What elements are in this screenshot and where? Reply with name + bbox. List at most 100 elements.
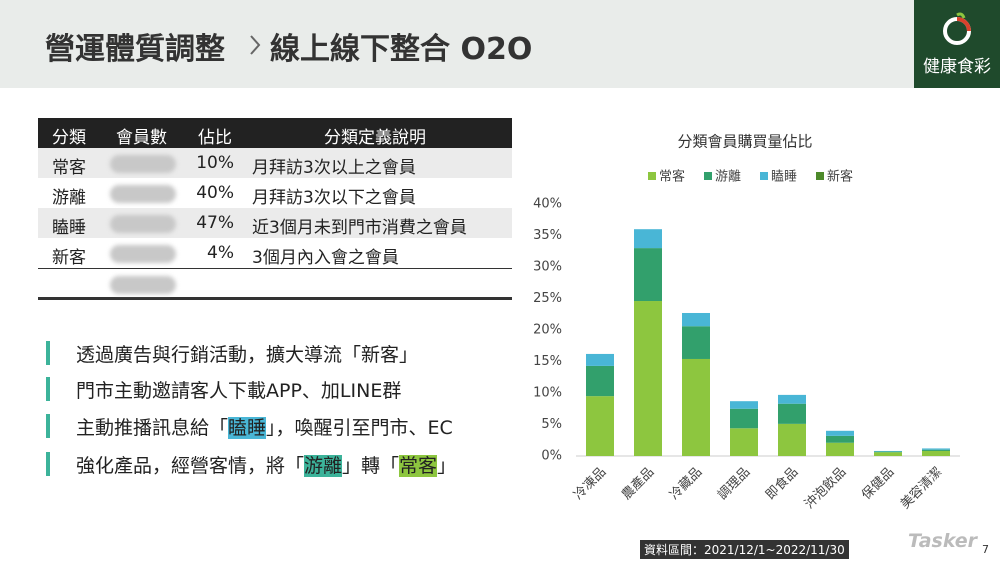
x-tick-label: 冷藏品 xyxy=(667,465,705,503)
cell: 47% xyxy=(196,213,234,233)
x-tick-label: 農產品 xyxy=(618,464,657,503)
bar-segment xyxy=(778,394,806,404)
bullet-segment: 瞌睡 xyxy=(228,417,267,439)
cell: 瞌睡 xyxy=(52,218,86,238)
cell: 近3個月未到門市消費之會員 xyxy=(252,218,467,238)
blurred-cell xyxy=(110,245,176,263)
cell: 3個月內入會之會員 xyxy=(252,248,399,268)
title: 營運體質調整 xyxy=(45,32,225,67)
bar-segment xyxy=(730,408,758,429)
bullet-text: 強化產品，經營客情，將「游離」轉「常客」 xyxy=(76,451,456,478)
y-tick-label: 20% xyxy=(533,323,562,338)
legend-label: 游離 xyxy=(715,170,741,185)
bar-segment xyxy=(922,448,950,450)
bar-segment xyxy=(682,312,710,327)
logo: 健康食彩 xyxy=(914,0,1000,88)
blurred-cell xyxy=(110,185,176,203)
table-row: 瞌睡 47% 近3個月未到門市消費之會員 xyxy=(38,208,512,238)
cell: 月拜訪3次以上之會員 xyxy=(252,158,416,178)
x-tick-label: 調理品 xyxy=(715,465,753,503)
bullet-text: 主動推播訊息給「瞌睡」，喚醒引至門市、EC xyxy=(76,413,453,440)
y-tick-label: 40% xyxy=(533,197,562,212)
bar-segment xyxy=(586,353,614,366)
chart-title: 分類會員購買量佔比 xyxy=(677,133,812,151)
x-tick-label: 冷凍品 xyxy=(570,464,609,503)
legend-swatch xyxy=(816,172,824,180)
bullet: 透過廣告與行銷活動，擴大導流「新客」 xyxy=(46,340,516,366)
x-tick-label: 即食品 xyxy=(762,464,801,503)
bar-segment xyxy=(874,452,902,456)
page-number: 7 xyxy=(982,543,989,556)
bullet-segment: 」，喚醒引至門市、EC xyxy=(266,417,453,439)
th: 分類 xyxy=(52,128,86,148)
table: 分類 會員數 佔比 分類定義說明 常客 10% 月拜訪3次以上之會員游離 40% 月拜訪… xyxy=(38,118,512,300)
source: 資料區間：2021/12/1~2022/11/30 xyxy=(640,540,849,559)
bar-segment xyxy=(682,358,710,456)
legend-label: 常客 xyxy=(659,169,685,185)
legend-swatch xyxy=(704,172,712,180)
x-tick-label: 沖泡飲品 xyxy=(801,464,849,512)
subtitle: 線上線下整合 O2O xyxy=(270,32,533,67)
bullet-segment: 」 xyxy=(437,455,457,477)
cell: 月拜訪3次以下之會員 xyxy=(252,188,416,208)
cell: 40% xyxy=(196,183,234,203)
bullet-bar xyxy=(46,452,50,476)
y-tick-label: 5% xyxy=(541,417,562,432)
brand: Tasker xyxy=(908,530,978,552)
bar-segment xyxy=(586,396,614,456)
table-row: 新客 4% 3個月內入會之會員 xyxy=(38,238,512,268)
bullet-text: 透過廣告與行銷活動，擴大導流「新客」 xyxy=(76,340,418,367)
bar-segment xyxy=(826,442,854,456)
legend-label: 新客 xyxy=(827,169,853,185)
bullet: 門市主動邀請客人下載APP、加LINE群 xyxy=(46,376,516,402)
bar-segment xyxy=(634,248,662,302)
bullet-segment: 」轉「 xyxy=(342,455,400,477)
bullet-text: 門市主動邀請客人下載APP、加LINE群 xyxy=(76,376,401,403)
chevron xyxy=(250,35,261,55)
bar-segment xyxy=(874,451,902,453)
bar-segment xyxy=(682,326,710,359)
bar-segment xyxy=(586,365,614,397)
bullet-segment: 強化產品，經營客情，將「 xyxy=(76,455,305,477)
table-row: 常客 10% 月拜訪3次以上之會員 xyxy=(38,148,512,178)
cell: 新客 xyxy=(52,248,86,268)
blurred-cell xyxy=(110,155,176,173)
legend-swatch xyxy=(760,172,768,180)
legend-swatch xyxy=(648,172,656,180)
bullet-bar xyxy=(46,377,50,401)
bar-segment xyxy=(922,450,950,456)
y-tick-label: 35% xyxy=(533,228,562,243)
cell: 常客 xyxy=(52,158,86,178)
bar-segment xyxy=(730,428,758,456)
y-tick-label: 15% xyxy=(533,354,562,369)
logo-icon xyxy=(943,12,971,45)
bar-segment xyxy=(634,301,662,456)
y-tick-label: 25% xyxy=(533,291,562,306)
header: 營運體質調整 線上線下整合 O2O 健康食彩 xyxy=(0,0,1000,88)
bullet-segment: 游離 xyxy=(304,455,343,477)
table-header: 分類 會員數 佔比 分類定義說明 xyxy=(38,118,512,148)
y-tick-label: 30% xyxy=(533,260,562,275)
th: 佔比 xyxy=(198,128,232,148)
bullet-segment: 透過廣告與行銷活動，擴大導流「新客」 xyxy=(76,344,419,366)
bar-segment xyxy=(778,403,806,424)
blurred-cell xyxy=(110,276,176,294)
bullet: 強化產品，經營客情，將「游離」轉「常客」 xyxy=(46,451,516,477)
bullet-segment: 常客 xyxy=(399,455,438,477)
cell: 10% xyxy=(196,153,234,173)
bullet-segment: 門市主動邀請客人下載APP、加LINE群 xyxy=(76,380,402,402)
bullet-segment: 主動推播訊息給「 xyxy=(76,417,229,439)
th: 會員數 xyxy=(116,128,167,148)
bar-segment xyxy=(730,401,758,409)
bullet: 主動推播訊息給「瞌睡」，喚醒引至門市、EC xyxy=(46,413,516,439)
bar-segment xyxy=(634,229,662,249)
bar-segment xyxy=(778,423,806,456)
bar-segment xyxy=(922,449,950,451)
th: 分類定義說明 xyxy=(324,128,426,148)
bullet-bar xyxy=(46,341,50,365)
blurred-cell xyxy=(110,215,176,233)
bar-segment xyxy=(874,450,902,452)
cell: 游離 xyxy=(52,188,86,208)
